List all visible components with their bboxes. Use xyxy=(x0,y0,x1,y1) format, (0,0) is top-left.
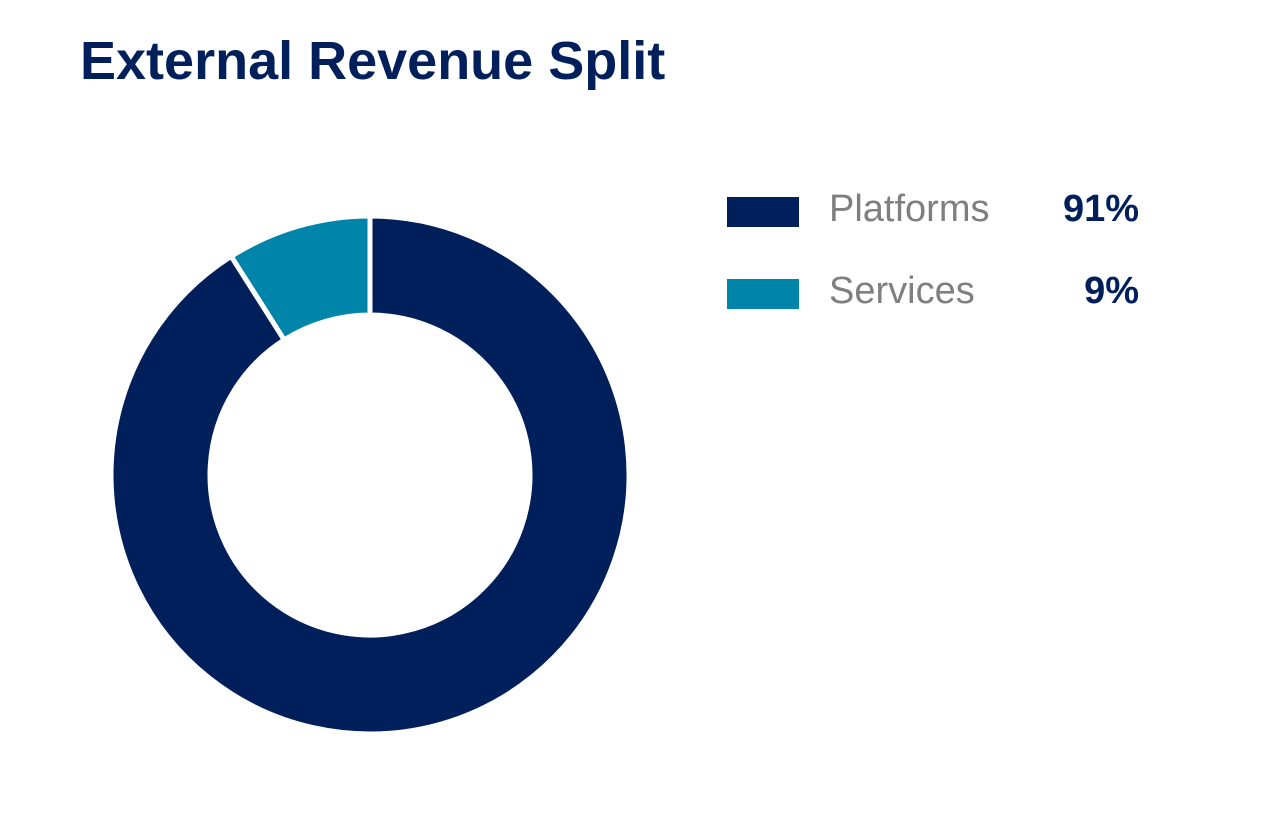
legend-item-services: Services 9% xyxy=(727,267,1157,317)
legend-item-platforms: Platforms 91% xyxy=(727,185,1157,235)
legend-label-services: Services xyxy=(829,270,975,312)
chart-legend: Platforms 91% Services 9% xyxy=(727,185,1157,317)
chart-title: External Revenue Split xyxy=(80,31,666,91)
donut-slice-platforms xyxy=(108,213,632,737)
legend-label-platforms: Platforms xyxy=(829,188,990,230)
donut-slice-services xyxy=(227,213,373,344)
legend-swatch-services xyxy=(727,279,799,309)
legend-value-services: 9% xyxy=(1084,270,1139,312)
donut-chart xyxy=(108,213,632,737)
legend-swatch-platforms xyxy=(727,197,799,227)
donut-slices xyxy=(108,213,632,737)
legend-value-platforms: 91% xyxy=(1062,188,1139,230)
